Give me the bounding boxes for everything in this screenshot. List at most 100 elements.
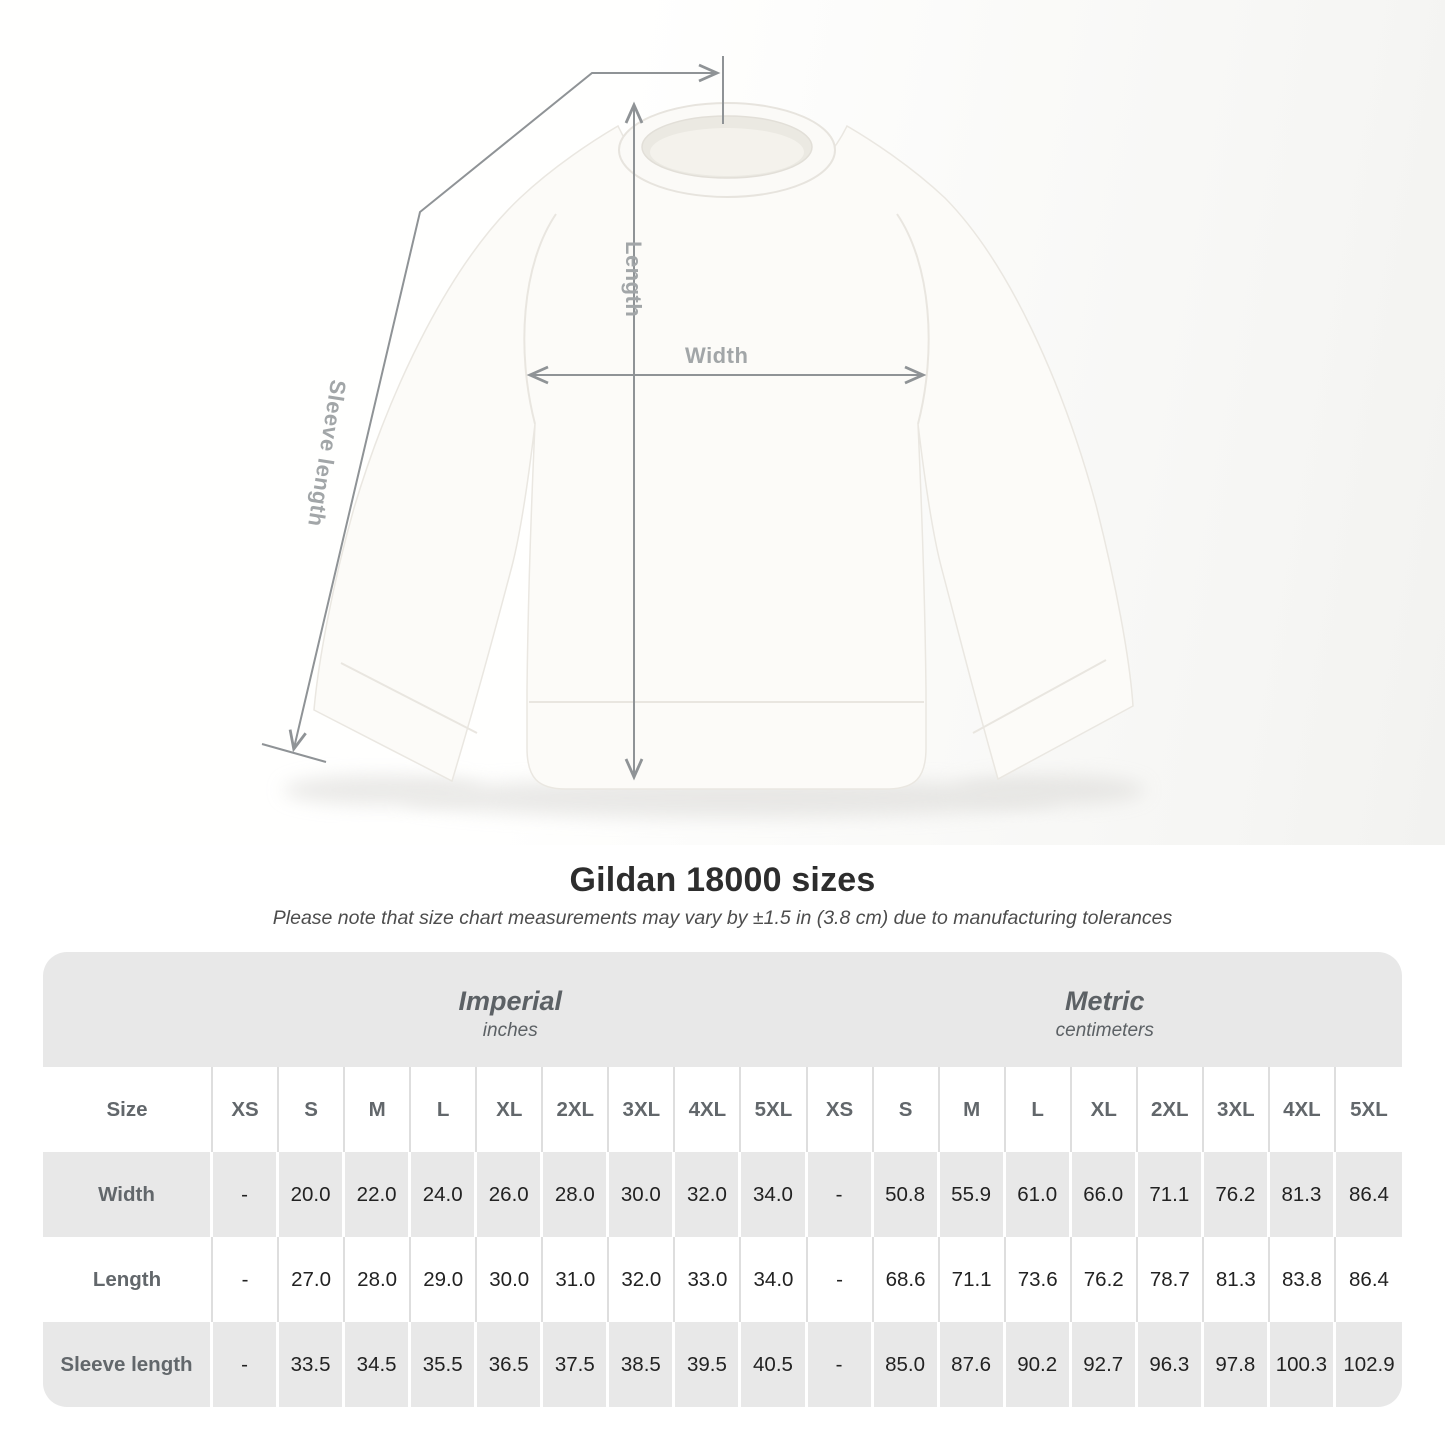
metric-value-cell: 92.7 (1071, 1322, 1138, 1407)
metric-value-cell: 86.4 (1335, 1237, 1402, 1322)
imperial-value-cell: 30.0 (609, 1152, 676, 1237)
metric-value-cell: 97.8 (1203, 1322, 1270, 1407)
imperial-value-cell: 31.0 (543, 1237, 610, 1322)
metric-value-cell: 66.0 (1071, 1152, 1138, 1237)
size-col-header: 2XL (543, 1067, 610, 1152)
size-col-header: XS (213, 1067, 280, 1152)
metric-value-cell: - (807, 1152, 874, 1237)
imperial-value-cell: 28.0 (345, 1237, 412, 1322)
size-col-header: L (411, 1067, 478, 1152)
metric-value-cell: 73.6 (1005, 1237, 1072, 1322)
page-title: Gildan 18000 sizes (569, 861, 876, 899)
imperial-value-cell: 36.5 (477, 1322, 544, 1407)
size-col-header: 3XL (1203, 1067, 1270, 1152)
cuff-tick (261, 743, 327, 763)
size-header-row: Size XS S M L XL 2XL 3XL 4XL 5XL XS S M L XL 2XL 3XL 4XL 5… (43, 1067, 1402, 1152)
metric-value-cell: 102.9 (1335, 1322, 1402, 1407)
imperial-sublabel: inches (482, 1019, 538, 1041)
metric-value-cell: 71.1 (1137, 1152, 1204, 1237)
size-table: Imperial inches Metric centimeters Size X… (43, 952, 1402, 1407)
metric-value-cell: - (807, 1237, 874, 1322)
measurement-lines (261, 56, 927, 781)
imperial-value-cell: 34.0 (741, 1237, 808, 1322)
metric-value-cell: 100.3 (1269, 1322, 1336, 1407)
imperial-label: Imperial (458, 985, 563, 1016)
sweatshirt (313, 102, 1134, 790)
row-label: Sleeve length (43, 1322, 213, 1407)
metric-value-cell: 76.2 (1203, 1152, 1270, 1237)
imperial-value-cell: 33.5 (279, 1322, 346, 1407)
size-col-header: M (939, 1067, 1006, 1152)
imperial-value-cell: 30.0 (477, 1237, 544, 1322)
size-col-header: M (345, 1067, 412, 1152)
size-col-header: 5XL (1335, 1067, 1402, 1152)
metric-value-cell: 61.0 (1005, 1152, 1072, 1237)
product-photo-area: Length Width Sleeve length (0, 0, 1445, 845)
unit-header-band: Imperial inches Metric centimeters (43, 952, 1402, 1067)
metric-value-cell: 87.6 (939, 1322, 1006, 1407)
metric-group-header: Metric centimeters (808, 952, 1403, 1067)
sweatshirt-illustration (261, 56, 1145, 818)
length-measure-label: Length (621, 241, 646, 318)
size-table-body: Size XS S M L XL 2XL 3XL 4XL 5XL XS S M L XL 2XL 3XL 4XL 5… (43, 1067, 1402, 1407)
size-col-header: 3XL (609, 1067, 676, 1152)
size-row-label: Size (43, 1067, 213, 1152)
metric-value-cell: 83.8 (1269, 1237, 1336, 1322)
imperial-value-cell: 34.5 (345, 1322, 412, 1407)
sleeve-measure-line (288, 63, 721, 753)
imperial-value-cell: 32.0 (609, 1237, 676, 1322)
size-col-header: 2XL (1137, 1067, 1204, 1152)
imperial-value-cell: 33.0 (675, 1237, 742, 1322)
metric-value-cell: 68.6 (873, 1237, 940, 1322)
sweatshirt-body (313, 124, 1134, 790)
measurement-row: Sleeve length -33.5 34.5 35.5 36.5 37.5 38.5 39… (43, 1322, 1402, 1407)
imperial-value-cell: 34.0 (741, 1152, 808, 1237)
size-col-header: XL (477, 1067, 544, 1152)
metric-value-cell: 78.7 (1137, 1237, 1204, 1322)
row-label: Width (43, 1152, 213, 1237)
row-label: Length (43, 1237, 213, 1322)
metric-value-cell: 50.8 (873, 1152, 940, 1237)
size-col-header: L (1005, 1067, 1072, 1152)
metric-label: Metric (1064, 985, 1145, 1016)
metric-value-cell: 71.1 (939, 1237, 1006, 1322)
imperial-value-cell: - (213, 1237, 280, 1322)
imperial-value-cell: 40.5 (741, 1322, 808, 1407)
metric-value-cell: 81.3 (1269, 1152, 1336, 1237)
imperial-value-cell: 29.0 (411, 1237, 478, 1322)
size-col-header: 4XL (675, 1067, 742, 1152)
imperial-value-cell: 32.0 (675, 1152, 742, 1237)
size-col-header: 5XL (741, 1067, 808, 1152)
imperial-value-cell: 39.5 (675, 1322, 742, 1407)
imperial-value-cell: 28.0 (543, 1152, 610, 1237)
size-col-header: XS (807, 1067, 874, 1152)
size-col-header: S (279, 1067, 346, 1152)
imperial-value-cell: 24.0 (411, 1152, 478, 1237)
measurement-row: Width -20.0 22.0 24.0 26.0 28.0 30.0 32.0 34.0-5… (43, 1152, 1402, 1237)
imperial-value-cell: 37.5 (543, 1322, 610, 1407)
metric-value-cell: 96.3 (1137, 1322, 1204, 1407)
imperial-value-cell: 27.0 (279, 1237, 346, 1322)
size-col-header: 4XL (1269, 1067, 1336, 1152)
metric-sublabel: centimeters (1055, 1019, 1154, 1041)
metric-value-cell: 90.2 (1005, 1322, 1072, 1407)
metric-value-cell: 55.9 (939, 1152, 1006, 1237)
width-measure-label: Width (685, 343, 749, 368)
metric-value-cell: 81.3 (1203, 1237, 1270, 1322)
imperial-value-cell: - (213, 1322, 280, 1407)
imperial-value-cell: 22.0 (345, 1152, 412, 1237)
imperial-value-cell: 38.5 (609, 1322, 676, 1407)
measurement-row: Length -27.0 28.0 29.0 30.0 31.0 32.0 33.0 34.0-… (43, 1237, 1402, 1322)
imperial-value-cell: 20.0 (279, 1152, 346, 1237)
size-col-header: S (873, 1067, 940, 1152)
imperial-value-cell: 35.5 (411, 1322, 478, 1407)
metric-value-cell: 86.4 (1335, 1152, 1402, 1237)
imperial-group-header: Imperial inches (213, 952, 808, 1067)
size-col-header: XL (1071, 1067, 1138, 1152)
tolerance-note: Please note that size chart measurements… (272, 907, 1173, 929)
metric-value-cell: 76.2 (1071, 1237, 1138, 1322)
band-corner (43, 952, 213, 1067)
metric-value-cell: - (807, 1322, 874, 1407)
metric-value-cell: 85.0 (873, 1322, 940, 1407)
imperial-value-cell: - (213, 1152, 280, 1237)
